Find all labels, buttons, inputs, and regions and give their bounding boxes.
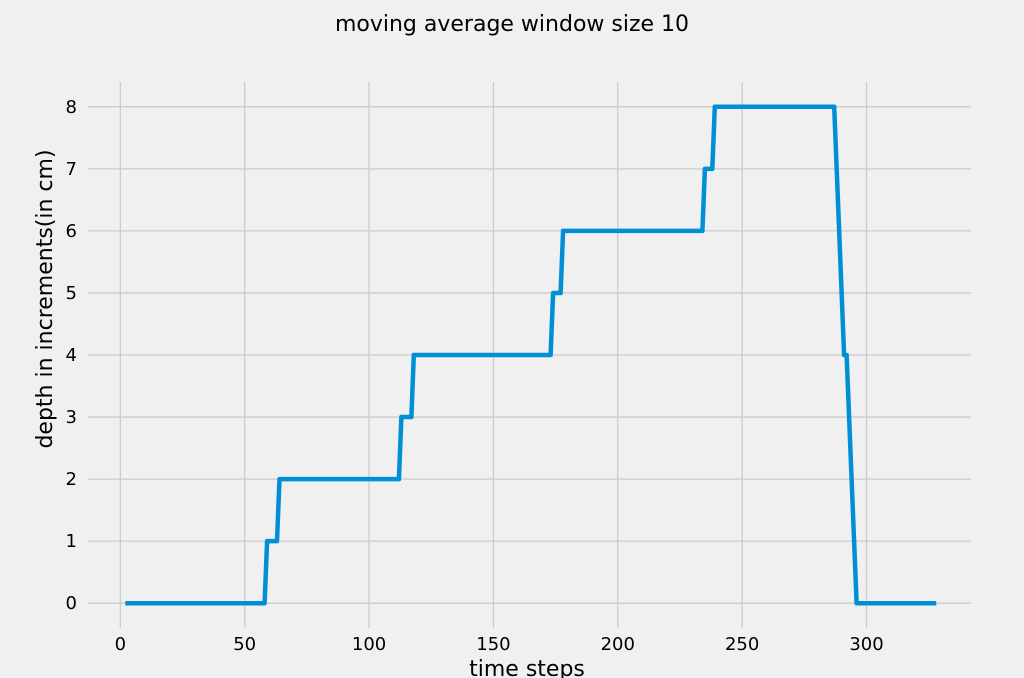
y-tick-label: 7 bbox=[66, 159, 77, 180]
y-tick-label: 4 bbox=[66, 345, 77, 366]
x-tick-label: 250 bbox=[725, 634, 759, 655]
y-tick-label: 6 bbox=[66, 221, 77, 242]
y-tick-label: 1 bbox=[66, 531, 77, 552]
y-axis-label: depth in increments(in cm) bbox=[33, 149, 58, 448]
x-tick-label: 150 bbox=[476, 634, 510, 655]
y-tick-label: 0 bbox=[66, 593, 77, 614]
x-tick-label: 300 bbox=[849, 634, 883, 655]
series-line bbox=[125, 104, 937, 606]
y-tick-label: 2 bbox=[66, 469, 77, 490]
tick-labels: 0 50 100 150 200 250 300 0 1 2 3 4 5 6 7 8 bbox=[66, 97, 884, 655]
x-tick-label: 100 bbox=[352, 634, 386, 655]
y-tick-label: 8 bbox=[66, 97, 77, 118]
x-tick-label: 50 bbox=[233, 634, 256, 655]
x-axis-label: time steps bbox=[469, 657, 585, 678]
series-layer bbox=[125, 104, 937, 606]
x-tick-label: 0 bbox=[115, 634, 126, 655]
y-tick-label: 3 bbox=[66, 407, 77, 428]
x-tick-label: 200 bbox=[601, 634, 635, 655]
chart-title: moving average window size 10 bbox=[335, 12, 689, 37]
grid-lines bbox=[88, 82, 971, 628]
y-tick-label: 5 bbox=[66, 283, 77, 304]
